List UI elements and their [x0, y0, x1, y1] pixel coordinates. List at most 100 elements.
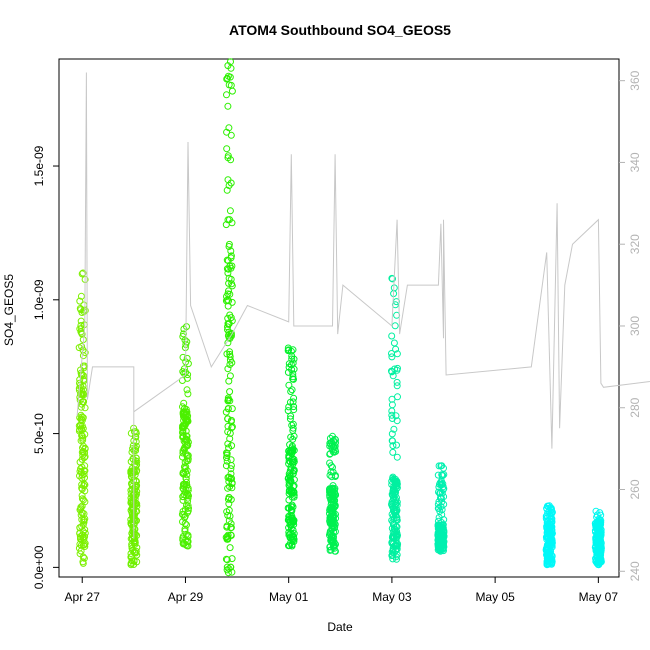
data-point: [597, 556, 605, 564]
data-point: [329, 482, 337, 490]
data-point: [226, 361, 234, 368]
altitude-series: [76, 72, 650, 539]
data-point: [388, 407, 396, 415]
data-point: [287, 388, 295, 395]
data-point: [131, 530, 139, 538]
data-point: [81, 539, 89, 547]
data-point: [228, 87, 236, 95]
data-point: [330, 541, 338, 549]
data-point: [222, 297, 230, 305]
data-point: [287, 539, 294, 547]
y-tick-label: 1.0e-09: [32, 279, 46, 320]
data-point: [184, 494, 192, 502]
data-point: [226, 372, 234, 380]
data-point: [223, 457, 231, 465]
data-point: [225, 320, 233, 328]
data-point: [181, 520, 189, 528]
data-point: [393, 477, 401, 485]
data-point: [227, 524, 235, 531]
data-point: [228, 484, 236, 492]
data-point: [181, 505, 189, 513]
data-point: [287, 433, 295, 441]
data-point: [183, 338, 191, 346]
data-point: [547, 519, 555, 527]
data-point: [289, 420, 297, 428]
data-point: [78, 329, 86, 337]
data-point: [80, 496, 87, 504]
data-point: [285, 474, 293, 482]
data-point: [289, 359, 297, 367]
data-point: [393, 417, 401, 425]
data-point: [327, 462, 335, 470]
data-point: [327, 520, 335, 528]
data-point: [77, 541, 85, 549]
data-point: [76, 426, 84, 433]
data-point: [223, 563, 231, 571]
data-point: [543, 530, 551, 538]
data-point: [180, 405, 188, 413]
data-point: [545, 508, 553, 515]
data-point: [228, 405, 236, 413]
data-point: [127, 550, 135, 557]
data-point: [80, 377, 88, 385]
data-point: [224, 428, 232, 436]
data-point: [393, 501, 401, 509]
data-point: [391, 301, 399, 309]
data-point: [228, 262, 236, 270]
data-point: [394, 393, 401, 401]
data-point: [392, 345, 400, 353]
data-point: [388, 353, 396, 361]
data-point: [592, 539, 600, 547]
data-point: [393, 555, 400, 563]
data-point: [78, 343, 86, 350]
data-point: [391, 322, 399, 330]
data-point: [389, 275, 396, 283]
data-point: [389, 372, 397, 380]
x-tick-label: May 03: [372, 590, 412, 604]
data-point: [226, 348, 234, 356]
data-point: [184, 371, 192, 379]
data-point: [287, 489, 295, 497]
data-point: [181, 336, 189, 344]
data-point: [289, 447, 296, 455]
data-point: [286, 480, 294, 488]
data-point: [81, 449, 89, 457]
data-point: [81, 444, 89, 452]
data-point: [228, 416, 235, 424]
x-tick-label: May 07: [579, 590, 619, 604]
data-point: [225, 274, 233, 282]
data-point: [226, 216, 233, 224]
data-point: [328, 490, 336, 498]
data-point: [79, 553, 87, 561]
data-point: [179, 353, 187, 361]
data-point: [183, 457, 191, 465]
data-point: [224, 290, 232, 298]
data-point: [223, 508, 231, 516]
data-point: [223, 74, 231, 82]
data-point: [224, 422, 232, 430]
data-point: [76, 297, 84, 305]
data-point: [286, 415, 294, 423]
data-point: [226, 262, 234, 270]
y-tick-label: 1.5e-09: [32, 145, 46, 186]
data-point: [224, 62, 232, 70]
data-point: [436, 544, 444, 552]
data-point: [80, 467, 88, 475]
data-point: [223, 454, 230, 462]
data-point: [545, 538, 553, 546]
data-point: [180, 330, 187, 338]
data-point: [389, 437, 396, 445]
data-point: [78, 492, 86, 499]
data-point: [77, 292, 85, 300]
data-point: [184, 390, 192, 398]
data-point: [225, 396, 232, 404]
data-point: [388, 552, 396, 560]
data-point: [392, 531, 400, 539]
data-point: [327, 501, 335, 509]
data-point: [330, 443, 338, 451]
data-point: [180, 540, 188, 548]
data-point: [77, 465, 85, 473]
data-point: [393, 516, 401, 524]
data-point: [225, 124, 233, 132]
data-point: [225, 473, 233, 481]
